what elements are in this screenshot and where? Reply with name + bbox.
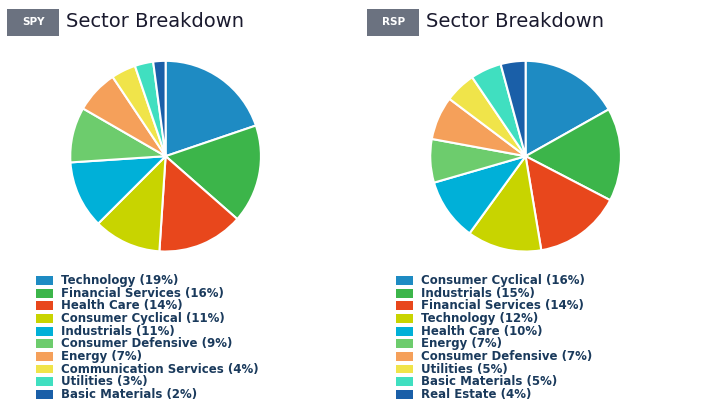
Wedge shape (98, 156, 166, 252)
Text: Communication Services (4%): Communication Services (4%) (61, 363, 259, 376)
Text: Basic Materials (5%): Basic Materials (5%) (421, 375, 557, 388)
Bar (396, 352, 413, 361)
Text: Consumer Defensive (7%): Consumer Defensive (7%) (421, 350, 593, 363)
Wedge shape (526, 109, 621, 200)
Bar (36, 339, 53, 348)
Text: Consumer Cyclical (11%): Consumer Cyclical (11%) (61, 312, 225, 325)
Text: SPY: SPY (22, 17, 45, 27)
Text: Technology (19%): Technology (19%) (61, 274, 179, 287)
Text: Consumer Defensive (9%): Consumer Defensive (9%) (61, 337, 233, 350)
Wedge shape (166, 61, 256, 156)
Text: Utilities (3%): Utilities (3%) (61, 375, 148, 388)
Bar (36, 352, 53, 361)
Bar (396, 276, 413, 285)
Bar (396, 301, 413, 310)
Text: Real Estate (4%): Real Estate (4%) (421, 388, 531, 401)
Text: Financial Services (16%): Financial Services (16%) (61, 287, 224, 300)
Wedge shape (449, 77, 526, 156)
Text: Energy (7%): Energy (7%) (421, 337, 503, 350)
Text: Energy (7%): Energy (7%) (61, 350, 143, 363)
Bar (36, 276, 53, 285)
Bar (36, 289, 53, 298)
Wedge shape (434, 156, 526, 233)
Text: Consumer Cyclical (16%): Consumer Cyclical (16%) (421, 274, 585, 287)
Bar (396, 327, 413, 336)
Wedge shape (526, 156, 610, 250)
Bar (396, 365, 413, 374)
Text: Technology (12%): Technology (12%) (421, 312, 539, 325)
Wedge shape (526, 61, 608, 156)
Text: Sector Breakdown: Sector Breakdown (66, 12, 244, 31)
FancyBboxPatch shape (367, 9, 419, 36)
Wedge shape (153, 61, 166, 156)
Wedge shape (135, 62, 166, 156)
Bar (396, 314, 413, 323)
Bar (36, 301, 53, 310)
Wedge shape (431, 139, 526, 182)
Text: Health Care (14%): Health Care (14%) (61, 299, 183, 312)
Bar (36, 365, 53, 374)
FancyBboxPatch shape (7, 9, 59, 36)
Text: Industrials (11%): Industrials (11%) (61, 325, 175, 337)
Wedge shape (469, 156, 541, 252)
Wedge shape (166, 125, 261, 219)
Bar (36, 314, 53, 323)
Text: Health Care (10%): Health Care (10%) (421, 325, 543, 337)
Text: Industrials (15%): Industrials (15%) (421, 287, 535, 300)
Wedge shape (112, 66, 166, 156)
Wedge shape (500, 61, 526, 156)
Text: Sector Breakdown: Sector Breakdown (426, 12, 604, 31)
Text: RSP: RSP (382, 17, 405, 27)
Text: Basic Materials (2%): Basic Materials (2%) (61, 388, 197, 401)
Wedge shape (71, 156, 166, 224)
Text: Financial Services (14%): Financial Services (14%) (421, 299, 584, 312)
Bar (396, 377, 413, 386)
Bar (396, 289, 413, 298)
Wedge shape (159, 156, 238, 252)
Wedge shape (432, 99, 526, 156)
Bar (396, 339, 413, 348)
Bar (36, 390, 53, 399)
Text: Utilities (5%): Utilities (5%) (421, 363, 508, 376)
Wedge shape (71, 109, 166, 162)
Bar (396, 390, 413, 399)
Wedge shape (83, 77, 166, 156)
Bar (36, 327, 53, 336)
Wedge shape (472, 64, 526, 156)
Bar (36, 377, 53, 386)
